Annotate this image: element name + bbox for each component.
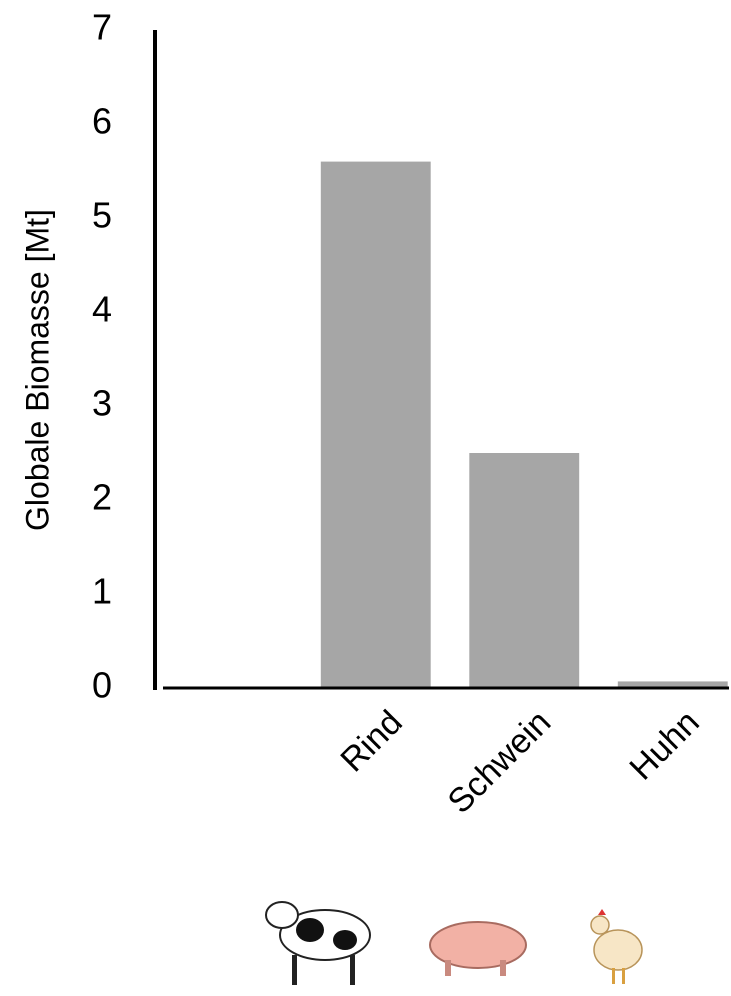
bar	[469, 453, 580, 688]
bar	[617, 681, 728, 688]
y-tick-label: 6	[92, 101, 112, 142]
cow-icon	[265, 901, 371, 985]
y-tick-label: 5	[92, 195, 112, 236]
animal-icons	[265, 901, 643, 985]
y-tick-label: 4	[92, 289, 112, 330]
x-tick-label: Schwein	[441, 703, 559, 821]
y-tick-label: 2	[92, 477, 112, 518]
x-tick-label: Rind	[333, 703, 409, 779]
pig-icon	[429, 921, 527, 976]
chicken-icon	[590, 909, 643, 984]
y-tick-label: 7	[92, 7, 112, 48]
y-axis-label: Globale Biomasse [Mt]	[19, 209, 55, 531]
y-tick-label: 1	[92, 571, 112, 612]
y-tick-label: 0	[92, 665, 112, 706]
x-tick-label: Huhn	[622, 703, 706, 787]
y-tick-label: 3	[92, 383, 112, 424]
bar	[320, 161, 431, 689]
